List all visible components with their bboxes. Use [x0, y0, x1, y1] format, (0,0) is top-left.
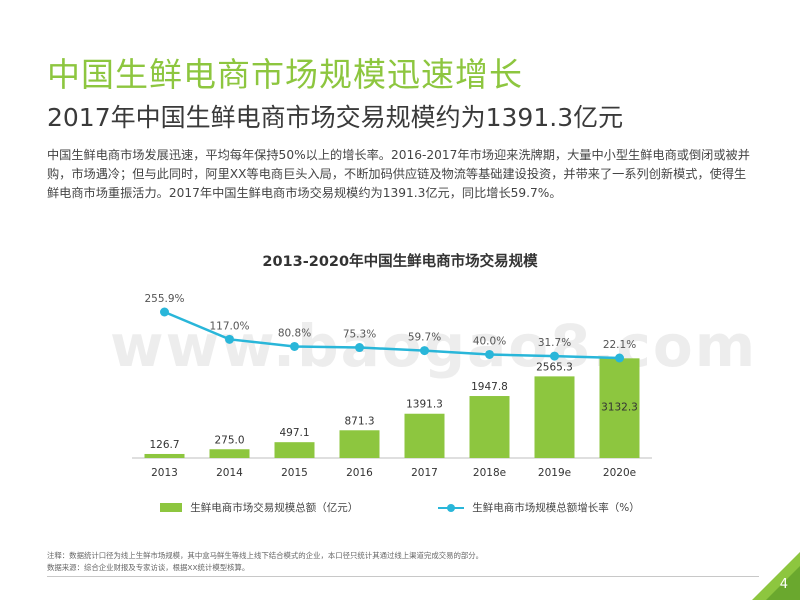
growth-point-2015	[290, 341, 299, 351]
x-tick-label-2015: 2015	[281, 467, 308, 479]
growth-point-2013	[160, 307, 169, 317]
growth-point-2018e	[485, 349, 494, 359]
bar-value-label-2013: 126.7	[149, 439, 179, 451]
market-size-chart: 126.7 2013 275.0 2014 497.1 2015 871.3 2016 1391…	[132, 293, 652, 479]
chart-legend: 生鲜电商市场交易规模总额（亿元） 生鲜电商市场规模总额增长率（%）	[0, 500, 800, 515]
legend-item-bar: 生鲜电商市场交易规模总额（亿元）	[160, 500, 358, 515]
growth-label-2014: 117.0%	[209, 320, 249, 332]
bar-value-label-2014: 275.0	[214, 434, 244, 446]
growth-point-2017	[420, 346, 429, 356]
growth-label-2013: 255.9%	[144, 293, 184, 305]
bar-value-label-2020e: 3132.3	[601, 401, 638, 413]
bar-2014	[209, 449, 250, 458]
x-tick-label-2017: 2017	[411, 467, 438, 479]
bar-value-label-2018e: 1947.8	[471, 381, 508, 393]
footnotes: 注释：数据统计口径为线上生鲜市场规模，其中盒马鲜生等线上线下结合模式的企业，本口…	[47, 550, 707, 574]
bar-2018e	[469, 396, 510, 458]
bar-2016	[339, 430, 380, 458]
x-tick-label-2019e: 2019e	[538, 467, 571, 479]
bar-2019e	[534, 376, 575, 458]
x-tick-label-2016: 2016	[346, 467, 373, 479]
legend-bar-label: 生鲜电商市场交易规模总额（亿元）	[190, 502, 359, 514]
chart-title: 2013-2020年中国生鲜电商市场交易规模	[262, 254, 538, 270]
bar-2015	[274, 442, 315, 458]
bar-value-label-2015: 497.1	[279, 427, 309, 439]
bar-2013	[144, 453, 185, 458]
growth-label-2016: 75.3%	[343, 329, 376, 341]
growth-point-2020e	[615, 353, 624, 363]
footer-divider	[47, 576, 759, 577]
page-subtitle: 2017年中国生鲜电商市场交易规模约为1391.3亿元	[47, 103, 624, 132]
legend-bar-swatch	[160, 503, 183, 512]
growth-label-2018e: 40.0%	[473, 335, 506, 347]
legend-line-label: 生鲜电商市场规模总额增长率（%）	[472, 502, 640, 514]
bar-value-label-2019e: 2565.3	[536, 361, 573, 373]
bar-value-label-2017: 1391.3	[406, 399, 443, 411]
growth-label-2015: 80.8%	[278, 327, 311, 339]
legend-item-line: 生鲜电商市场规模总额增长率（%）	[438, 500, 640, 515]
legend-line-swatch	[438, 503, 465, 512]
x-tick-label-2014: 2014	[216, 467, 243, 479]
footnote-annotation: 注释：数据统计口径为线上生鲜市场规模，其中盒马鲜生等线上线下结合模式的企业，本口…	[47, 551, 484, 560]
summary-paragraph: 中国生鲜电商市场发展迅速，平均每年保持50%以上的增长率。2016-2017年市…	[47, 148, 750, 200]
page-corner-decoration	[752, 552, 800, 600]
bar-value-label-2016: 871.3	[344, 415, 374, 427]
growth-label-2019e: 31.7%	[538, 337, 571, 349]
growth-point-2019e	[550, 351, 559, 361]
bar-2017	[404, 413, 445, 458]
page-title: 中国生鲜电商市场规模迅速增长	[47, 55, 523, 94]
growth-point-2014	[225, 334, 234, 344]
x-tick-label-2018e: 2018e	[473, 467, 506, 479]
growth-label-2020e: 22.1%	[603, 339, 636, 351]
growth-rate-line	[164, 310, 620, 360]
growth-label-2017: 59.7%	[408, 332, 441, 344]
growth-point-2016	[355, 343, 364, 353]
x-tick-label-2013: 2013	[151, 467, 178, 479]
footnote-source: 数据来源：综合企业财报及专家访谈，根据XX统计模型核算。	[47, 563, 250, 572]
page-number: 4	[779, 577, 788, 592]
bar-2020e	[599, 358, 640, 458]
x-tick-label-2020e: 2020e	[603, 467, 636, 479]
